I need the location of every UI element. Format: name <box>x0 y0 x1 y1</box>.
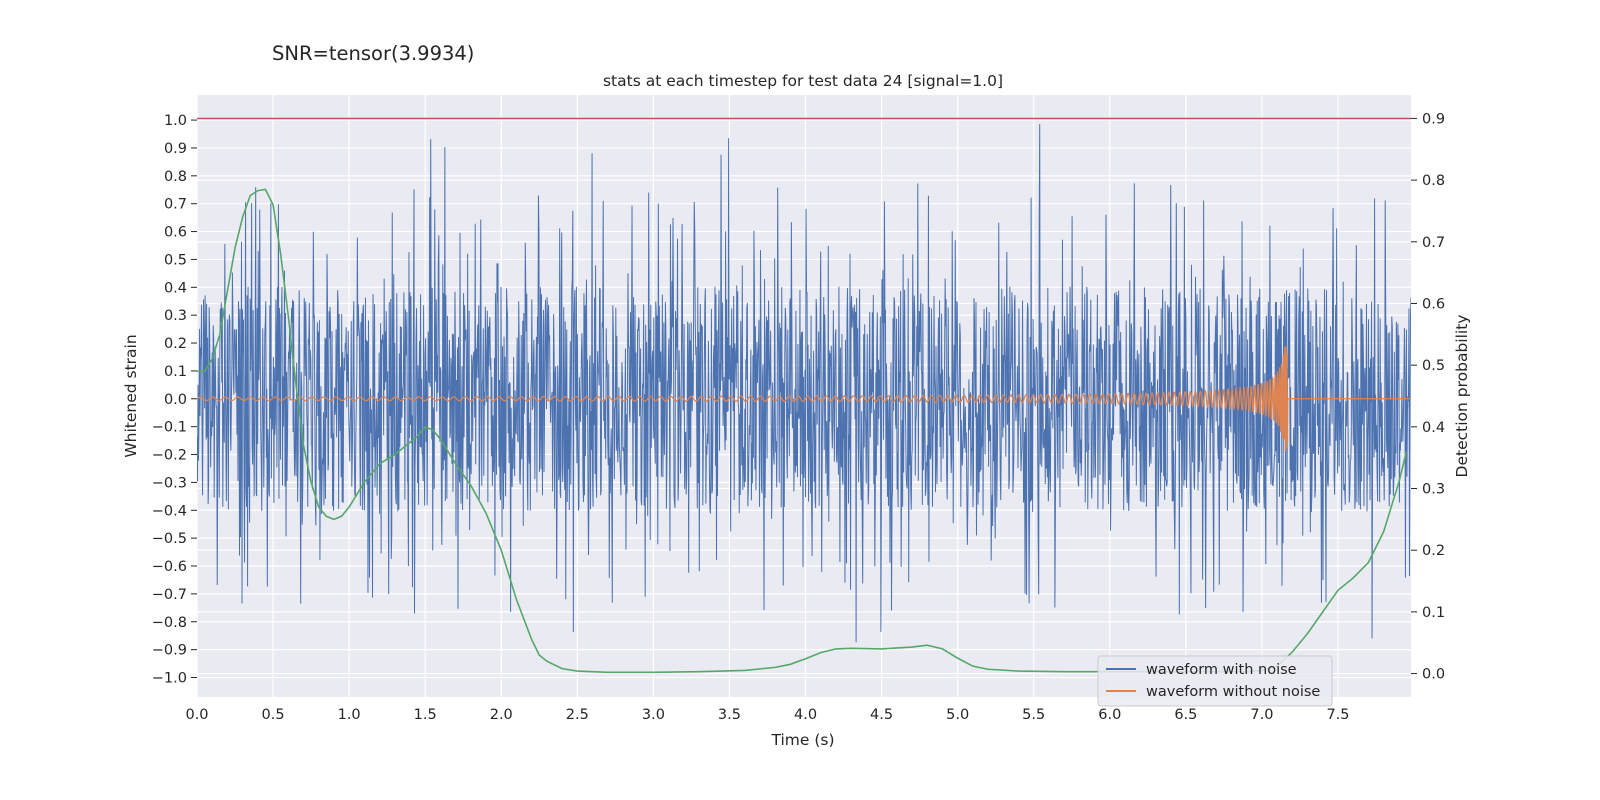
y2-tick-label: 0.2 <box>1422 543 1445 559</box>
y-axis-left: 1.0 0.9 0.8 0.7 0.6 0.5 0.4 0.3 0.2 0.1 0.0 −0.1 −0.… <box>152 113 197 686</box>
x-tick-label: 3.0 <box>642 707 665 723</box>
y-tick-label: 0.4 <box>164 280 187 296</box>
legend-label-signal: waveform without noise <box>1146 684 1320 700</box>
y2-tick-label: 0.9 <box>1422 111 1445 127</box>
y-tick-label: −0.9 <box>152 643 187 659</box>
y-tick-label: 0.1 <box>164 364 187 380</box>
y-tick-label: 0.6 <box>164 225 187 241</box>
y-tick-label: −0.1 <box>152 420 187 436</box>
y-axis-right: 0.9 0.8 0.7 0.6 0.5 0.4 0.3 0.2 0.1 0.0 <box>1411 111 1445 683</box>
legend-box <box>1097 655 1333 707</box>
x-tick-label: 2.5 <box>566 707 589 723</box>
y-tick-label: −1.0 <box>152 670 187 686</box>
x-axis: 0.0 0.5 1.0 1.5 2.0 2.5 3.0 3.5 4.0 4.5 5.0 5.5 6.0 6… <box>185 707 1349 723</box>
y-tick-label: 0.8 <box>164 169 187 185</box>
series-waveform-with-noise <box>197 124 1411 643</box>
x-tick-label: 6.5 <box>1174 707 1197 723</box>
x-tick-label: 5.5 <box>1022 707 1045 723</box>
y-tick-label: −0.4 <box>152 503 187 519</box>
y-tick-label: −0.8 <box>152 615 187 631</box>
y2-tick-label: 0.6 <box>1422 296 1445 312</box>
x-tick-label: 4.5 <box>870 707 893 723</box>
y-tick-label: −0.3 <box>152 475 187 491</box>
x-tick-label: 6.0 <box>1098 707 1121 723</box>
y-tick-label: 0.5 <box>164 252 187 268</box>
y-tick-label: −0.5 <box>152 531 187 547</box>
x-tick-label: 7.0 <box>1250 707 1273 723</box>
y-tick-label: −0.6 <box>152 559 187 575</box>
series-waveform-without-noise <box>197 345 1411 452</box>
y2-tick-label: 0.8 <box>1422 173 1445 189</box>
legend: waveform with noise waveform without noi… <box>1097 655 1333 707</box>
y2-tick-label: 0.4 <box>1422 420 1445 436</box>
y-tick-label: 0.2 <box>164 336 187 352</box>
y2-tick-label: 0.5 <box>1422 358 1445 374</box>
x-tick-label: 7.5 <box>1326 707 1349 723</box>
y-tick-label: 1.0 <box>164 113 187 129</box>
suptitle: SNR=tensor(3.9934) <box>272 42 474 65</box>
y2-axis-label: Detection probability <box>1453 315 1471 478</box>
x-axis-label: Time (s) <box>770 731 834 749</box>
y-axis-label: Whitened strain <box>122 334 140 457</box>
y-tick-label: −0.2 <box>152 448 187 464</box>
x-tick-label: 4.0 <box>794 707 817 723</box>
x-tick-label: 3.5 <box>718 707 741 723</box>
y2-tick-label: 0.0 <box>1422 667 1445 683</box>
x-tick-label: 0.5 <box>262 707 285 723</box>
y-tick-label: 0.3 <box>164 308 187 324</box>
y-tick-label: 0.7 <box>164 197 187 213</box>
y-tick-label: −0.7 <box>152 587 187 603</box>
x-tick-label: 1.0 <box>338 707 361 723</box>
y2-tick-label: 0.1 <box>1422 605 1445 621</box>
x-tick-label: 0.0 <box>185 707 208 723</box>
y-tick-label: 0.9 <box>164 141 187 157</box>
x-tick-label: 2.0 <box>490 707 513 723</box>
x-tick-label: 5.0 <box>946 707 969 723</box>
y2-tick-label: 0.3 <box>1422 482 1445 498</box>
chart-title: stats at each timestep for test data 24 … <box>603 72 1003 90</box>
legend-label-noise: waveform with noise <box>1146 662 1297 678</box>
y2-tick-label: 0.7 <box>1422 235 1445 251</box>
x-tick-label: 1.5 <box>414 707 437 723</box>
y-tick-label: 0.0 <box>164 392 187 408</box>
